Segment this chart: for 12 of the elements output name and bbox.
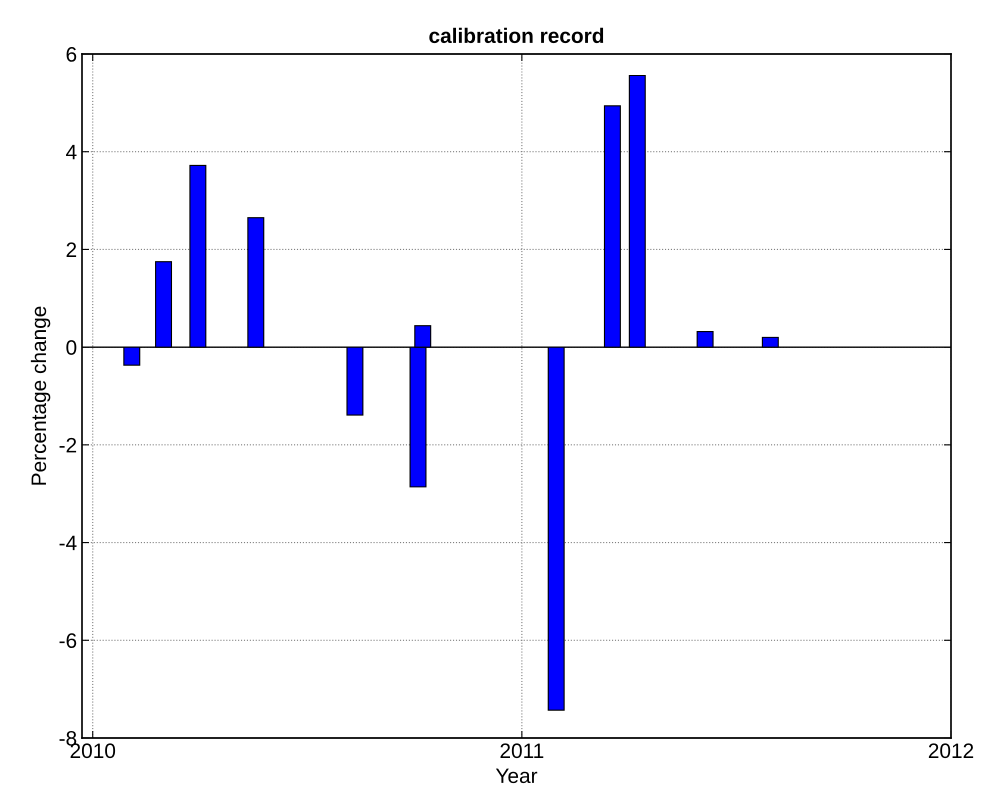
y-axis-title: Percentage change xyxy=(30,306,50,485)
y-tick-label: 6 xyxy=(66,47,76,62)
x-tick-label: 2011 xyxy=(500,743,544,758)
y-tick-label: 4 xyxy=(66,144,77,160)
y-tick-label: 0 xyxy=(66,340,76,355)
y-tick-label: -2 xyxy=(60,438,76,452)
x-tick-label: 2012 xyxy=(928,743,974,758)
y-tick-label: -6 xyxy=(60,633,76,648)
y-tick-label: -4 xyxy=(60,536,77,550)
chart-title: calibration record xyxy=(429,28,604,44)
x-axis-title: Year xyxy=(496,768,538,784)
y-tick-label: 2 xyxy=(66,242,76,257)
